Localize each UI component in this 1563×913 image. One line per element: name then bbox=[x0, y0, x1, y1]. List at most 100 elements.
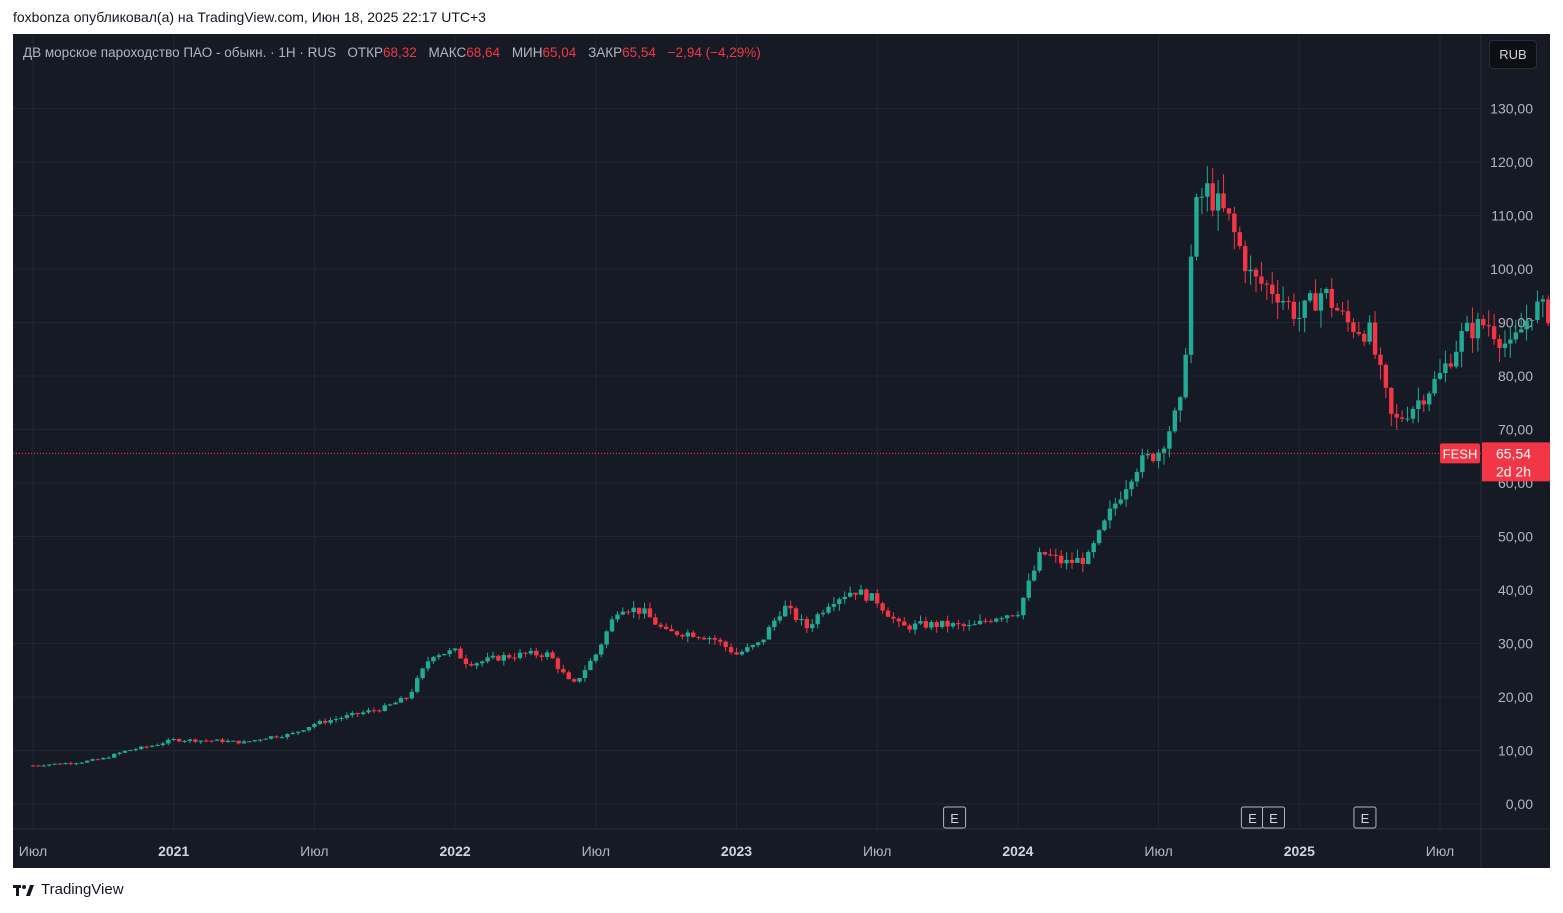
candle-down bbox=[571, 679, 577, 682]
candle-down bbox=[1264, 283, 1270, 285]
candle-down bbox=[458, 648, 463, 659]
candle-up bbox=[350, 712, 355, 716]
change-value: −2,94 (−4,29%) bbox=[667, 45, 761, 60]
candle-up bbox=[398, 697, 404, 703]
candle-down bbox=[891, 616, 896, 619]
x-tick-label: Июл bbox=[19, 843, 47, 859]
candle-up bbox=[620, 611, 626, 615]
candle-up bbox=[972, 624, 977, 626]
candle-down bbox=[1080, 557, 1086, 564]
candle-down bbox=[907, 625, 912, 630]
candle-up bbox=[1454, 351, 1459, 367]
candle-up bbox=[501, 655, 507, 661]
candle-down bbox=[1362, 333, 1367, 342]
candle-down bbox=[896, 618, 902, 622]
earnings-marker bbox=[943, 806, 967, 829]
candle-up bbox=[122, 750, 128, 753]
candle-up bbox=[279, 737, 285, 739]
candle-down bbox=[566, 672, 571, 680]
candle-down bbox=[1486, 325, 1491, 327]
symbol-legend: ДВ морское пароходство ПАО - обыкн. · 1Н… bbox=[23, 45, 769, 60]
y-tick-label: 70,00 bbox=[1498, 422, 1533, 438]
candle-down bbox=[804, 618, 810, 629]
candle-up bbox=[1156, 452, 1161, 462]
candle-down bbox=[68, 763, 74, 765]
candle-up bbox=[739, 651, 745, 655]
candle-up bbox=[847, 592, 853, 597]
candle-down bbox=[469, 664, 474, 666]
candle-up bbox=[1004, 615, 1010, 619]
candle-up bbox=[1513, 332, 1518, 340]
candle-down bbox=[1010, 615, 1015, 617]
candle-down bbox=[1042, 552, 1048, 555]
candle-up bbox=[837, 599, 842, 605]
candle-up bbox=[301, 730, 306, 732]
candle-up bbox=[544, 652, 550, 657]
candle-down bbox=[1226, 208, 1232, 214]
candle-up bbox=[631, 607, 636, 613]
candle-down bbox=[144, 746, 149, 748]
candle-up bbox=[52, 763, 57, 765]
candle-up bbox=[47, 764, 52, 766]
candle-up bbox=[490, 655, 496, 658]
candle-up bbox=[929, 622, 934, 628]
earnings-marker bbox=[1353, 806, 1377, 829]
candle-down bbox=[885, 610, 891, 617]
candle-up bbox=[1307, 293, 1313, 301]
chart-panel[interactable]: 0,00 10,00 20,00 30,00 40,00 50,00 60,00 70,00 8… bbox=[13, 34, 1550, 868]
candle-down bbox=[658, 624, 663, 627]
candle-up bbox=[41, 765, 47, 767]
y-tick-label: 0,00 bbox=[1506, 796, 1533, 812]
candle-down bbox=[1491, 326, 1497, 340]
candle-down bbox=[956, 623, 961, 625]
candle-up bbox=[528, 650, 534, 654]
low-label: МИН bbox=[511, 45, 543, 60]
candle-up bbox=[268, 736, 274, 739]
candle-down bbox=[1329, 288, 1334, 308]
candle-up bbox=[1540, 299, 1546, 302]
x-tick-label: Июл bbox=[300, 843, 328, 859]
candle-up bbox=[593, 654, 598, 661]
candle-up bbox=[63, 763, 68, 765]
candle-down bbox=[57, 763, 63, 765]
candle-up bbox=[777, 616, 782, 621]
candle-down bbox=[36, 765, 41, 767]
earnings-marker-label: E bbox=[1361, 811, 1370, 826]
candle-down bbox=[1242, 246, 1248, 272]
price-tag-countdown: 2d 2h bbox=[1496, 463, 1531, 479]
candle-down bbox=[377, 710, 382, 712]
candle-down bbox=[1345, 311, 1351, 323]
candle-down bbox=[1291, 301, 1297, 319]
y-tick-label: 10,00 bbox=[1498, 743, 1533, 759]
candle-down bbox=[176, 739, 182, 742]
candle-down bbox=[1221, 193, 1226, 209]
candle-up bbox=[766, 627, 772, 640]
candle-up bbox=[128, 749, 133, 751]
candle-up bbox=[1502, 343, 1508, 348]
candle-down bbox=[1237, 232, 1242, 247]
candle-up bbox=[1459, 331, 1464, 352]
earnings-marker-label: E bbox=[1269, 811, 1278, 826]
candle-up bbox=[750, 645, 755, 648]
currency-button[interactable]: RUB bbox=[1489, 40, 1537, 69]
candle-up bbox=[772, 620, 777, 628]
open-label: ОТКР bbox=[347, 45, 383, 60]
candle-up bbox=[950, 623, 956, 627]
candle-down bbox=[539, 655, 544, 657]
candle-down bbox=[1069, 559, 1075, 563]
candle-up bbox=[1178, 397, 1183, 411]
candle-down bbox=[902, 621, 907, 626]
candle-down bbox=[274, 736, 279, 738]
candle-up bbox=[599, 644, 604, 655]
candle-up bbox=[258, 739, 263, 741]
candle-down bbox=[626, 611, 631, 613]
candle-down bbox=[1210, 183, 1215, 211]
y-tick-label: 100,00 bbox=[1490, 261, 1533, 277]
candle-up bbox=[79, 762, 84, 764]
candle-down bbox=[1383, 364, 1389, 388]
candle-down bbox=[220, 739, 225, 743]
candle-down bbox=[880, 603, 885, 611]
candle-up bbox=[1086, 552, 1091, 564]
candle-up bbox=[420, 668, 425, 679]
price-chart[interactable]: 0,0010,0020,0030,0040,0050,0060,0070,008… bbox=[13, 34, 1550, 868]
